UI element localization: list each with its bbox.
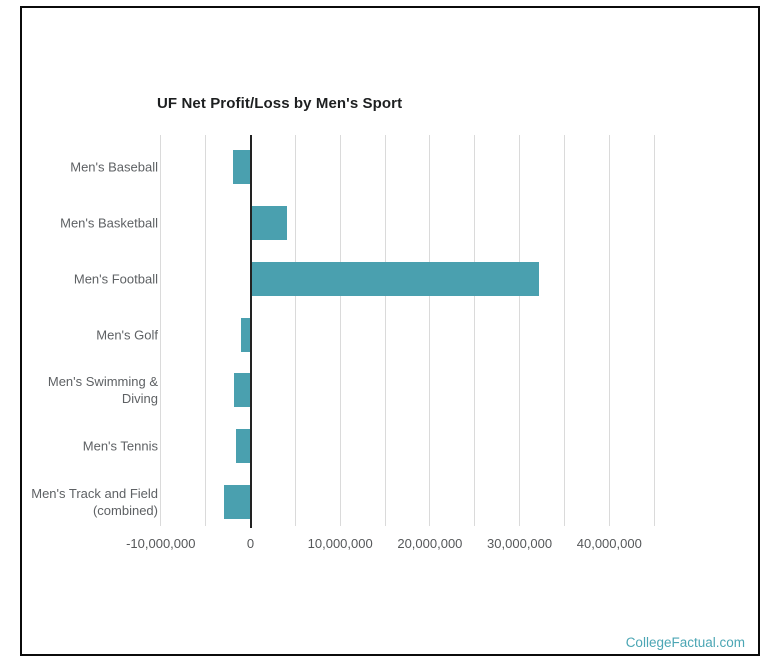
chart-bar — [250, 205, 288, 240]
watermark-link[interactable]: CollegeFactual.com — [625, 635, 745, 650]
gridline — [563, 135, 565, 526]
chart-bar — [233, 149, 251, 184]
y-axis-label: Men's Swimming & Diving — [47, 374, 158, 407]
chart-bar — [250, 261, 540, 296]
gridline — [339, 135, 341, 526]
gridline — [384, 135, 386, 526]
y-axis-label: Men's Golf — [96, 327, 158, 342]
gridline — [653, 135, 655, 526]
y-axis-label: Men's Football — [73, 271, 158, 287]
x-axis-tick-label: 20,000,000 — [397, 536, 463, 551]
gridline — [205, 135, 207, 526]
chart-bar — [233, 373, 251, 408]
x-axis-tick-label: 40,000,000 — [576, 536, 642, 551]
chart-bar — [223, 485, 251, 520]
x-axis-tick-label: 10,000,000 — [307, 536, 373, 551]
gridline — [429, 135, 431, 526]
gridline — [160, 135, 162, 526]
chart-bar — [236, 429, 251, 464]
y-axis-label: Men's Tennis — [82, 438, 158, 454]
gridline — [608, 135, 610, 526]
gridline — [294, 135, 296, 526]
zero-axis-line — [249, 135, 252, 528]
x-axis-tick-label: -10,000,000 — [126, 536, 196, 551]
chart-border-frame — [20, 6, 760, 656]
gridline — [519, 135, 521, 526]
chart-bar — [241, 317, 251, 352]
gridline — [474, 135, 476, 526]
y-axis-label: Men's Track and Field (combined) — [31, 486, 158, 519]
y-axis-label: Men's Basketball — [60, 215, 158, 231]
x-axis-tick-label: 30,000,000 — [487, 536, 553, 551]
y-axis-label: Men's Baseball — [70, 159, 158, 175]
chart-title: UF Net Profit/Loss by Men's Sport — [157, 95, 403, 112]
x-axis-tick-label: 0 — [246, 536, 255, 551]
